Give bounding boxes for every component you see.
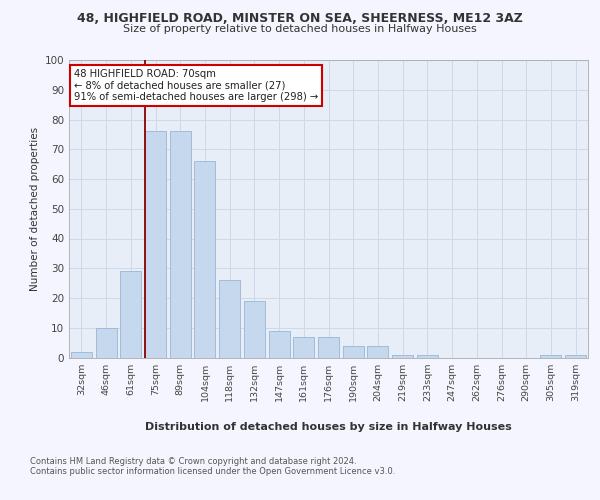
Bar [565, 354, 586, 358]
Bar [293, 336, 314, 357]
Text: Distribution of detached houses by size in Halfway Houses: Distribution of detached houses by size … [145, 422, 512, 432]
Text: Contains public sector information licensed under the Open Government Licence v3: Contains public sector information licen… [30, 468, 395, 476]
Bar [541, 354, 562, 358]
Text: Size of property relative to detached houses in Halfway Houses: Size of property relative to detached ho… [123, 24, 477, 34]
Bar [392, 354, 413, 358]
Bar [95, 328, 116, 358]
Bar [71, 352, 92, 358]
Bar [244, 301, 265, 358]
Bar [120, 271, 141, 358]
Bar [145, 132, 166, 358]
Text: 48 HIGHFIELD ROAD: 70sqm
← 8% of detached houses are smaller (27)
91% of semi-de: 48 HIGHFIELD ROAD: 70sqm ← 8% of detache… [74, 69, 319, 102]
Bar [194, 161, 215, 358]
Bar [269, 330, 290, 357]
Bar [170, 132, 191, 358]
Text: Contains HM Land Registry data © Crown copyright and database right 2024.: Contains HM Land Registry data © Crown c… [30, 458, 356, 466]
Bar [343, 346, 364, 358]
Bar [417, 354, 438, 358]
Bar [219, 280, 240, 357]
Bar [367, 346, 388, 358]
Bar [318, 336, 339, 357]
Text: 48, HIGHFIELD ROAD, MINSTER ON SEA, SHEERNESS, ME12 3AZ: 48, HIGHFIELD ROAD, MINSTER ON SEA, SHEE… [77, 12, 523, 26]
Y-axis label: Number of detached properties: Number of detached properties [31, 126, 40, 291]
